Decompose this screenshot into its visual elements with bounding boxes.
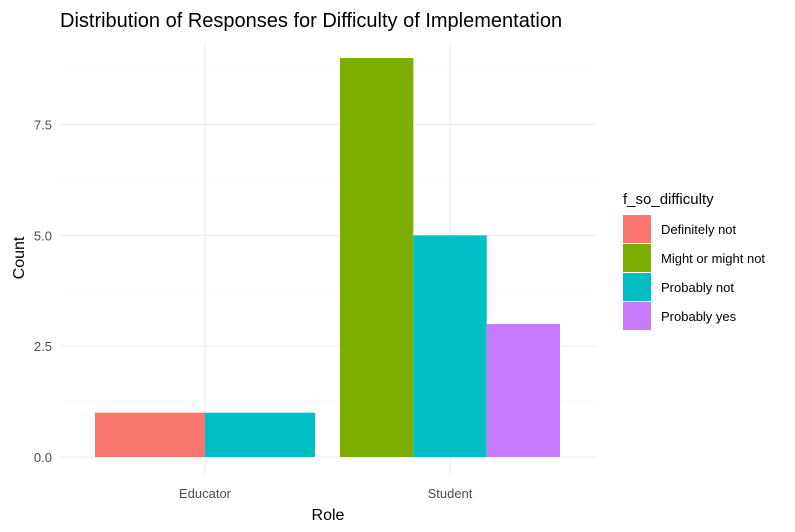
legend-label: Definitely not [661, 222, 737, 237]
y-tick-label: 0.0 [34, 450, 52, 465]
x-tick-label: Student [428, 486, 473, 501]
bar-student-probably-yes [486, 324, 560, 457]
legend-swatch [623, 302, 651, 330]
bar-student-probably-not [413, 235, 487, 457]
x-tick-label: Educator [179, 486, 232, 501]
bars [95, 58, 560, 457]
chart-title: Distribution of Responses for Difficulty… [60, 10, 562, 32]
legend-label: Probably not [661, 280, 734, 295]
bar-educator-probably-not [205, 412, 315, 457]
legend-title: f_so_difficulty [623, 191, 714, 208]
bar-student-might-or-might-not [340, 58, 414, 457]
y-tick-label: 5.0 [34, 228, 52, 243]
legend: f_so_difficulty Definitely not Might or m… [623, 191, 765, 330]
legend-swatch [623, 244, 651, 272]
x-axis-title: Role [312, 507, 345, 524]
bar-educator-definitely-not [95, 412, 205, 457]
legend-swatch [623, 215, 651, 243]
y-axis-title: Count [11, 236, 28, 279]
x-axis: Educator Student [179, 486, 473, 501]
legend-swatch [623, 273, 651, 301]
y-tick-label: 7.5 [34, 118, 52, 133]
y-axis: 0.0 2.5 5.0 7.5 [34, 118, 52, 465]
legend-label: Probably yes [661, 309, 737, 324]
y-tick-label: 2.5 [34, 339, 52, 354]
legend-label: Might or might not [661, 251, 765, 266]
